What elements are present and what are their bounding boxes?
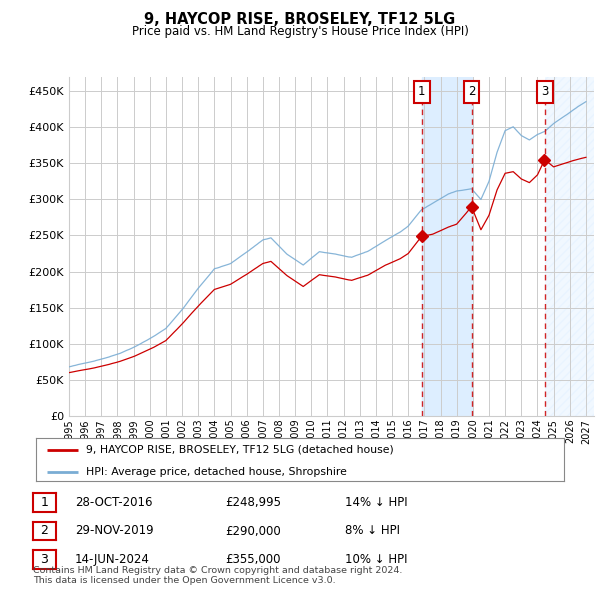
Text: 10% ↓ HPI: 10% ↓ HPI [345,553,407,566]
Text: 9, HAYCOP RISE, BROSELEY, TF12 5LG: 9, HAYCOP RISE, BROSELEY, TF12 5LG [145,12,455,27]
Text: 28-OCT-2016: 28-OCT-2016 [75,496,152,509]
Text: 14-JUN-2024: 14-JUN-2024 [75,553,150,566]
Text: 9, HAYCOP RISE, BROSELEY, TF12 5LG (detached house): 9, HAYCOP RISE, BROSELEY, TF12 5LG (deta… [86,445,394,455]
Text: 3: 3 [541,86,548,99]
Text: 8% ↓ HPI: 8% ↓ HPI [345,525,400,537]
Text: Price paid vs. HM Land Registry's House Price Index (HPI): Price paid vs. HM Land Registry's House … [131,25,469,38]
Text: 14% ↓ HPI: 14% ↓ HPI [345,496,407,509]
Bar [545,77,594,416]
Text: 1: 1 [418,86,425,99]
Text: £290,000: £290,000 [225,525,281,537]
Text: 1: 1 [40,496,49,509]
Text: HPI: Average price, detached house, Shropshire: HPI: Average price, detached house, Shro… [86,467,347,477]
Text: 2: 2 [468,86,475,99]
Text: Contains HM Land Registry data © Crown copyright and database right 2024.
This d: Contains HM Land Registry data © Crown c… [33,566,403,585]
Text: £355,000: £355,000 [225,553,281,566]
Bar [422,77,472,416]
Text: 29-NOV-2019: 29-NOV-2019 [75,525,154,537]
Text: 2: 2 [40,525,49,537]
Text: 3: 3 [40,553,49,566]
Text: £248,995: £248,995 [225,496,281,509]
